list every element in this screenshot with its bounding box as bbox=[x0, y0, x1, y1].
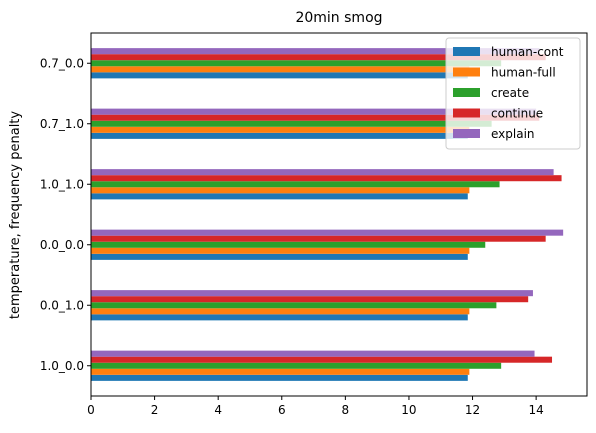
bar-human-cont-1.0_0.0 bbox=[91, 374, 468, 381]
bar-explain-0.0_1.0 bbox=[91, 290, 533, 297]
bar-continue-0.0_1.0 bbox=[91, 296, 529, 303]
bar-continue-0.7_0.0 bbox=[91, 54, 546, 61]
legend-label-continue: continue bbox=[491, 107, 543, 121]
bar-human-full-0.7_1.0 bbox=[91, 126, 470, 133]
y-tick-label: 0.7_1.0 bbox=[40, 117, 84, 131]
bar-human-cont-0.0_0.0 bbox=[91, 253, 468, 260]
bar-human-full-0.0_1.0 bbox=[91, 308, 470, 315]
y-tick-label: 1.0_0.0 bbox=[40, 359, 84, 373]
bar-create-0.7_1.0 bbox=[91, 120, 492, 127]
legend-label-human-full: human-full bbox=[491, 66, 556, 80]
bar-create-0.0_1.0 bbox=[91, 302, 497, 309]
legend-label-explain: explain bbox=[491, 127, 535, 141]
y-axis: 1.0_0.0 0.0_1.0 0.0_0.0 1.0_1.0 0.7_1.0 0.7_0… bbox=[40, 56, 91, 373]
x-tick-label: 8 bbox=[342, 403, 350, 417]
bar-explain-0.7_0.0 bbox=[91, 48, 540, 55]
bar-create-0.0_0.0 bbox=[91, 241, 486, 248]
legend-swatch-human-cont bbox=[453, 47, 480, 56]
x-tick-label: 12 bbox=[465, 403, 480, 417]
y-tick-label: 0.0_1.0 bbox=[40, 298, 84, 312]
plot-frame bbox=[90, 32, 588, 397]
bar-explain-0.7_1.0 bbox=[91, 108, 537, 115]
bar-continue-0.0_0.0 bbox=[91, 235, 546, 242]
bar-explain-1.0_0.0 bbox=[91, 350, 535, 357]
bar-human-full-0.0_0.0 bbox=[91, 247, 470, 254]
legend-swatch-create bbox=[453, 88, 480, 97]
bar-create-1.0_1.0 bbox=[91, 181, 500, 188]
legend-box bbox=[445, 37, 581, 150]
legend-swatch-explain bbox=[453, 129, 480, 138]
x-tick-label: 6 bbox=[278, 403, 286, 417]
bar-human-cont-0.7_1.0 bbox=[91, 132, 468, 139]
legend-label-create: create bbox=[491, 86, 529, 100]
x-axis: 0 2 4 6 8 10 12 14 bbox=[87, 396, 544, 417]
bar-human-full-1.0_0.0 bbox=[91, 368, 470, 375]
x-tick-label: 0 bbox=[87, 403, 95, 417]
bar-explain-1.0_1.0 bbox=[91, 169, 554, 176]
bar-create-0.7_0.0 bbox=[91, 60, 502, 67]
bar-explain-0.0_0.0 bbox=[91, 229, 564, 236]
y-axis-label: temperature, frequency penalty bbox=[8, 111, 23, 319]
bar-human-cont-0.0_1.0 bbox=[91, 314, 468, 321]
chart-title: 20min smog bbox=[295, 10, 382, 26]
bar-continue-1.0_0.0 bbox=[91, 356, 553, 363]
x-tick-label: 14 bbox=[528, 403, 543, 417]
y-tick-label: 1.0_1.0 bbox=[40, 177, 84, 191]
bar-create-1.0_0.0 bbox=[91, 362, 502, 369]
bar-human-full-0.7_0.0 bbox=[91, 66, 470, 73]
legend: human-cont human-full create continue explai… bbox=[445, 37, 581, 150]
y-tick-label: 0.7_0.0 bbox=[40, 56, 84, 70]
y-tick-label: 0.0_0.0 bbox=[40, 238, 84, 252]
legend-swatch-human-full bbox=[453, 67, 480, 77]
x-tick-label: 2 bbox=[151, 403, 159, 417]
bar-human-full-1.0_1.0 bbox=[91, 187, 470, 194]
bar-continue-1.0_1.0 bbox=[91, 175, 562, 182]
x-tick-label: 4 bbox=[214, 403, 222, 417]
bars-layer bbox=[91, 48, 564, 381]
x-tick-label: 10 bbox=[401, 403, 416, 417]
bar-human-cont-0.7_0.0 bbox=[91, 72, 468, 79]
bar-human-cont-1.0_1.0 bbox=[91, 193, 468, 200]
bar-continue-0.7_1.0 bbox=[91, 114, 540, 121]
legend-swatch-continue bbox=[453, 108, 480, 118]
legend-label-human-cont: human-cont bbox=[491, 45, 564, 59]
